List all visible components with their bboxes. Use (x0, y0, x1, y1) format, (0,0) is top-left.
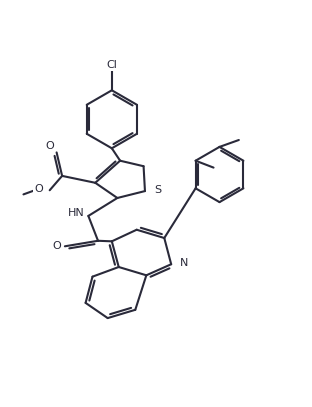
Text: O: O (52, 241, 61, 251)
Text: O: O (34, 184, 43, 194)
Text: N: N (180, 258, 189, 268)
Text: HN: HN (68, 208, 84, 218)
Text: Cl: Cl (106, 61, 117, 70)
Text: S: S (154, 185, 161, 195)
Text: O: O (45, 140, 54, 151)
